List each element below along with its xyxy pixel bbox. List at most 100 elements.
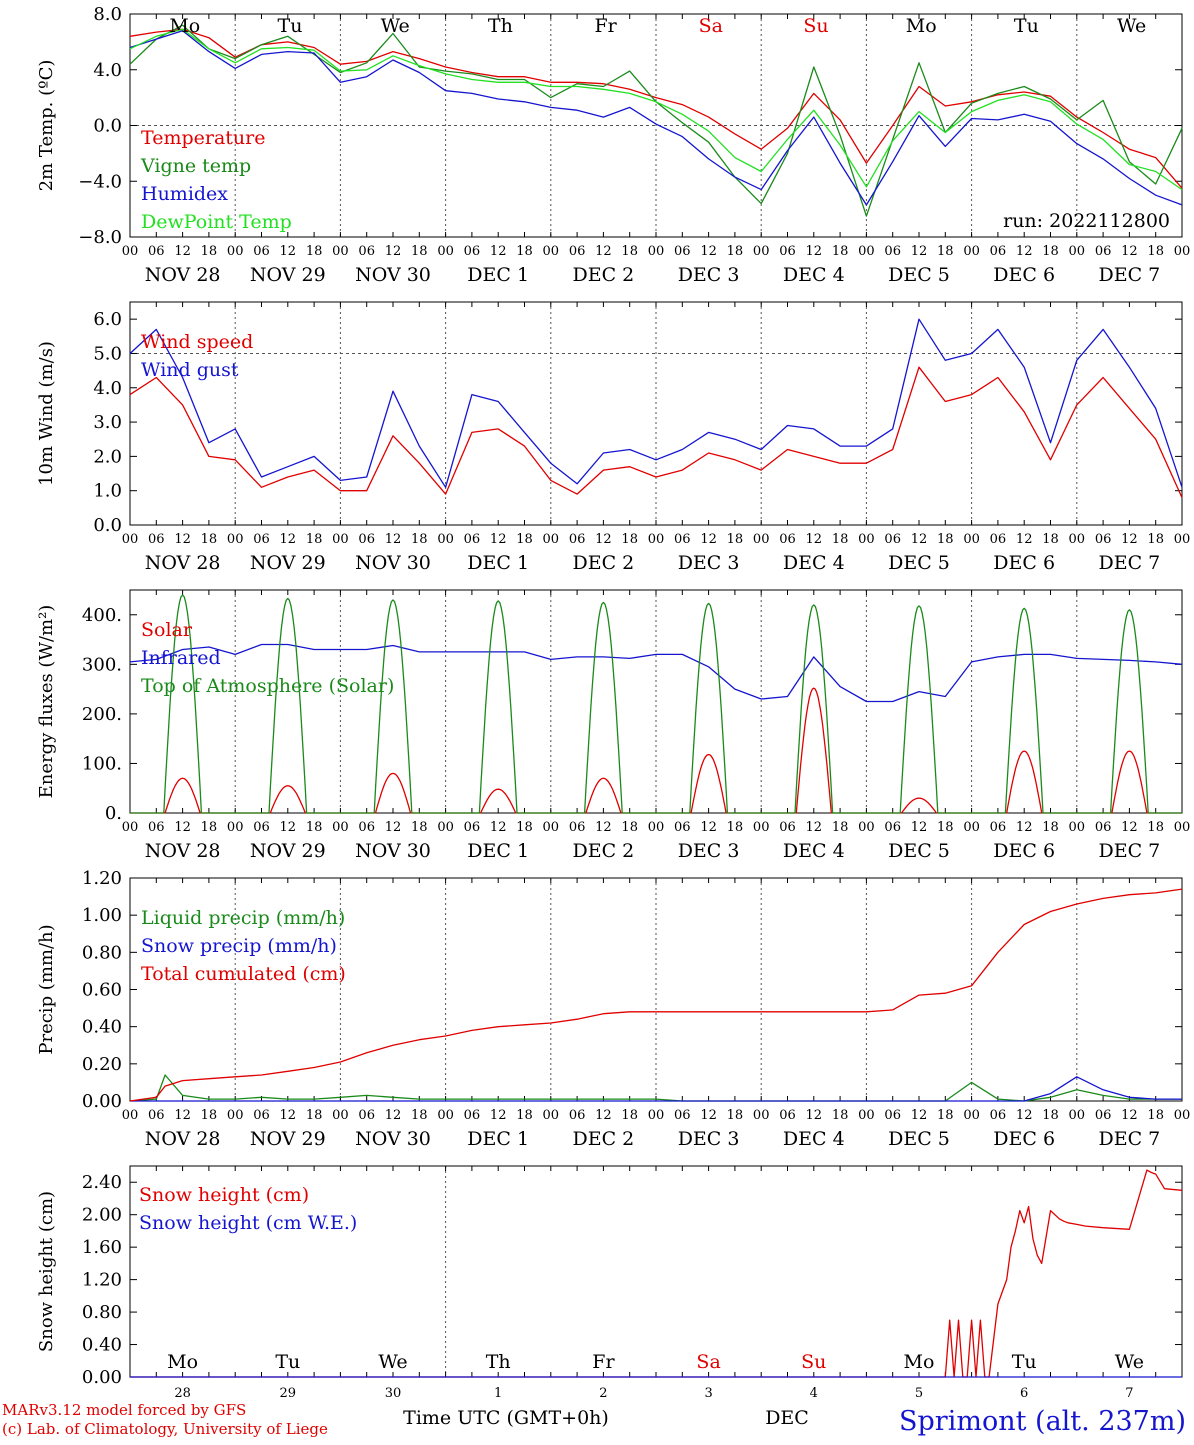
x-hour-label: 18 (937, 1108, 954, 1123)
x-hour-label: 12 (280, 244, 297, 259)
x-hour-label: 18 (201, 532, 218, 547)
x-hour-label: 06 (674, 244, 691, 259)
x-date-label: NOV 30 (355, 840, 431, 862)
x-hour-label: 06 (779, 820, 796, 835)
x-hour-label: 06 (884, 244, 901, 259)
y-tick-label: 4.0 (93, 378, 122, 399)
x-hour-label: 18 (1147, 820, 1164, 835)
x-hour-label: 18 (516, 532, 533, 547)
x-date-label: NOV 30 (355, 1128, 431, 1150)
x-hour-label: 18 (832, 1108, 849, 1123)
x-hour-label: 06 (1095, 1108, 1112, 1123)
y-tick-label: 1.60 (82, 1237, 122, 1258)
x-hour-label: 12 (1121, 1108, 1138, 1123)
day-number-label: 6 (1020, 1386, 1028, 1401)
x-hour-label: 18 (1147, 532, 1164, 547)
day-number-label: 28 (174, 1386, 191, 1401)
x-date-label: DEC 2 (573, 840, 635, 862)
x-date-label: DEC 7 (1099, 552, 1161, 574)
y-tick-label: 0.40 (82, 1335, 122, 1356)
day-number-label: 3 (704, 1386, 712, 1401)
x-hour-label: 12 (385, 532, 402, 547)
day-name-label: Tu (275, 1351, 300, 1373)
x-hour-label: 18 (621, 1108, 638, 1123)
y-tick-label: −4.0 (78, 171, 122, 192)
x-date-label: NOV 29 (250, 264, 326, 286)
x-hour-label: 18 (1042, 820, 1059, 835)
x-hour-label: 18 (727, 532, 744, 547)
x-hour-label: 06 (1095, 820, 1112, 835)
x-hour-label: 18 (411, 820, 428, 835)
x-date-label: DEC 7 (1099, 1128, 1161, 1150)
x-hour-label: 12 (174, 820, 191, 835)
x-hour-label: 06 (253, 532, 270, 547)
y-tick-label: 1.20 (82, 1270, 122, 1291)
x-date-label: DEC 3 (678, 1128, 740, 1150)
month-label: DEC (765, 1407, 809, 1429)
x-date-label: DEC 6 (993, 1128, 1055, 1150)
x-hour-label: 06 (569, 244, 586, 259)
legend-entry: Total cumulated (cm) (141, 963, 346, 985)
x-hour-label: 00 (543, 244, 560, 259)
x-hour-label: 06 (990, 244, 1007, 259)
series-line (129, 888, 1183, 1102)
day-number-label: 7 (1125, 1386, 1133, 1401)
x-hour-label: 00 (753, 1108, 770, 1123)
legend-entry: Snow height (cm) (139, 1184, 309, 1206)
x-hour-label: 12 (700, 820, 717, 835)
x-hour-label: 06 (884, 1108, 901, 1123)
x-hour-label: 12 (595, 244, 612, 259)
legend-entry: Wind speed (141, 331, 253, 353)
x-hour-label: 00 (963, 1108, 980, 1123)
x-hour-label: 06 (148, 820, 165, 835)
x-hour-label: 06 (358, 820, 375, 835)
x-hour-label: 06 (1095, 244, 1112, 259)
x-date-label: DEC 6 (993, 552, 1055, 574)
x-hour-label: 06 (148, 1108, 165, 1123)
run-annotation: run: 2022112800 (1003, 210, 1170, 232)
x-hour-label: 00 (1069, 244, 1086, 259)
x-hour-label: 00 (858, 532, 875, 547)
x-hour-label: 06 (674, 1108, 691, 1123)
y-tick-label: 2.00 (82, 1205, 122, 1226)
y-tick-label: 2.40 (82, 1172, 122, 1193)
day-name-label: Tu (1012, 1351, 1037, 1373)
x-date-label: DEC 6 (993, 840, 1055, 862)
x-hour-label: 18 (1042, 244, 1059, 259)
x-date-label: DEC 4 (783, 264, 845, 286)
credit-line: (c) Lab. of Climatology, University of L… (2, 1420, 328, 1438)
x-hour-label: 00 (437, 820, 454, 835)
legend-entry: Top of Atmosphere (Solar) (141, 675, 394, 697)
legend-entry: Snow height (cm W.E.) (139, 1212, 357, 1234)
x-date-label: DEC 4 (783, 840, 845, 862)
x-hour-label: 18 (411, 532, 428, 547)
x-hour-label: 12 (700, 1108, 717, 1123)
x-hour-label: 00 (1069, 1108, 1086, 1123)
y-axis-label: Snow height (cm) (36, 1191, 57, 1352)
series-line (130, 1169, 1183, 1378)
x-hour-label: 00 (437, 1108, 454, 1123)
x-hour-label: 12 (385, 820, 402, 835)
y-tick-label: 100. (82, 753, 122, 774)
x-hour-label: 18 (516, 820, 533, 835)
x-hour-label: 06 (253, 244, 270, 259)
x-hour-label: 12 (1121, 820, 1138, 835)
x-date-label: DEC 1 (467, 264, 529, 286)
x-hour-label: 00 (963, 820, 980, 835)
x-date-label: DEC 3 (678, 840, 740, 862)
y-tick-label: 1.0 (93, 481, 122, 502)
x-hour-label: 00 (332, 532, 349, 547)
x-hour-label: 12 (806, 532, 823, 547)
series-line (129, 30, 1183, 206)
x-date-label: DEC 6 (993, 264, 1055, 286)
x-hour-label: 00 (1069, 820, 1086, 835)
x-hour-label: 18 (201, 244, 218, 259)
x-date-label: NOV 30 (355, 264, 431, 286)
series-line (129, 643, 1183, 703)
x-hour-label: 12 (1121, 532, 1138, 547)
x-hour-label: 18 (516, 1108, 533, 1123)
day-name-label: Sa (699, 15, 723, 37)
x-hour-label: 00 (963, 244, 980, 259)
x-hour-label: 12 (911, 532, 928, 547)
x-hour-label: 00 (332, 1108, 349, 1123)
